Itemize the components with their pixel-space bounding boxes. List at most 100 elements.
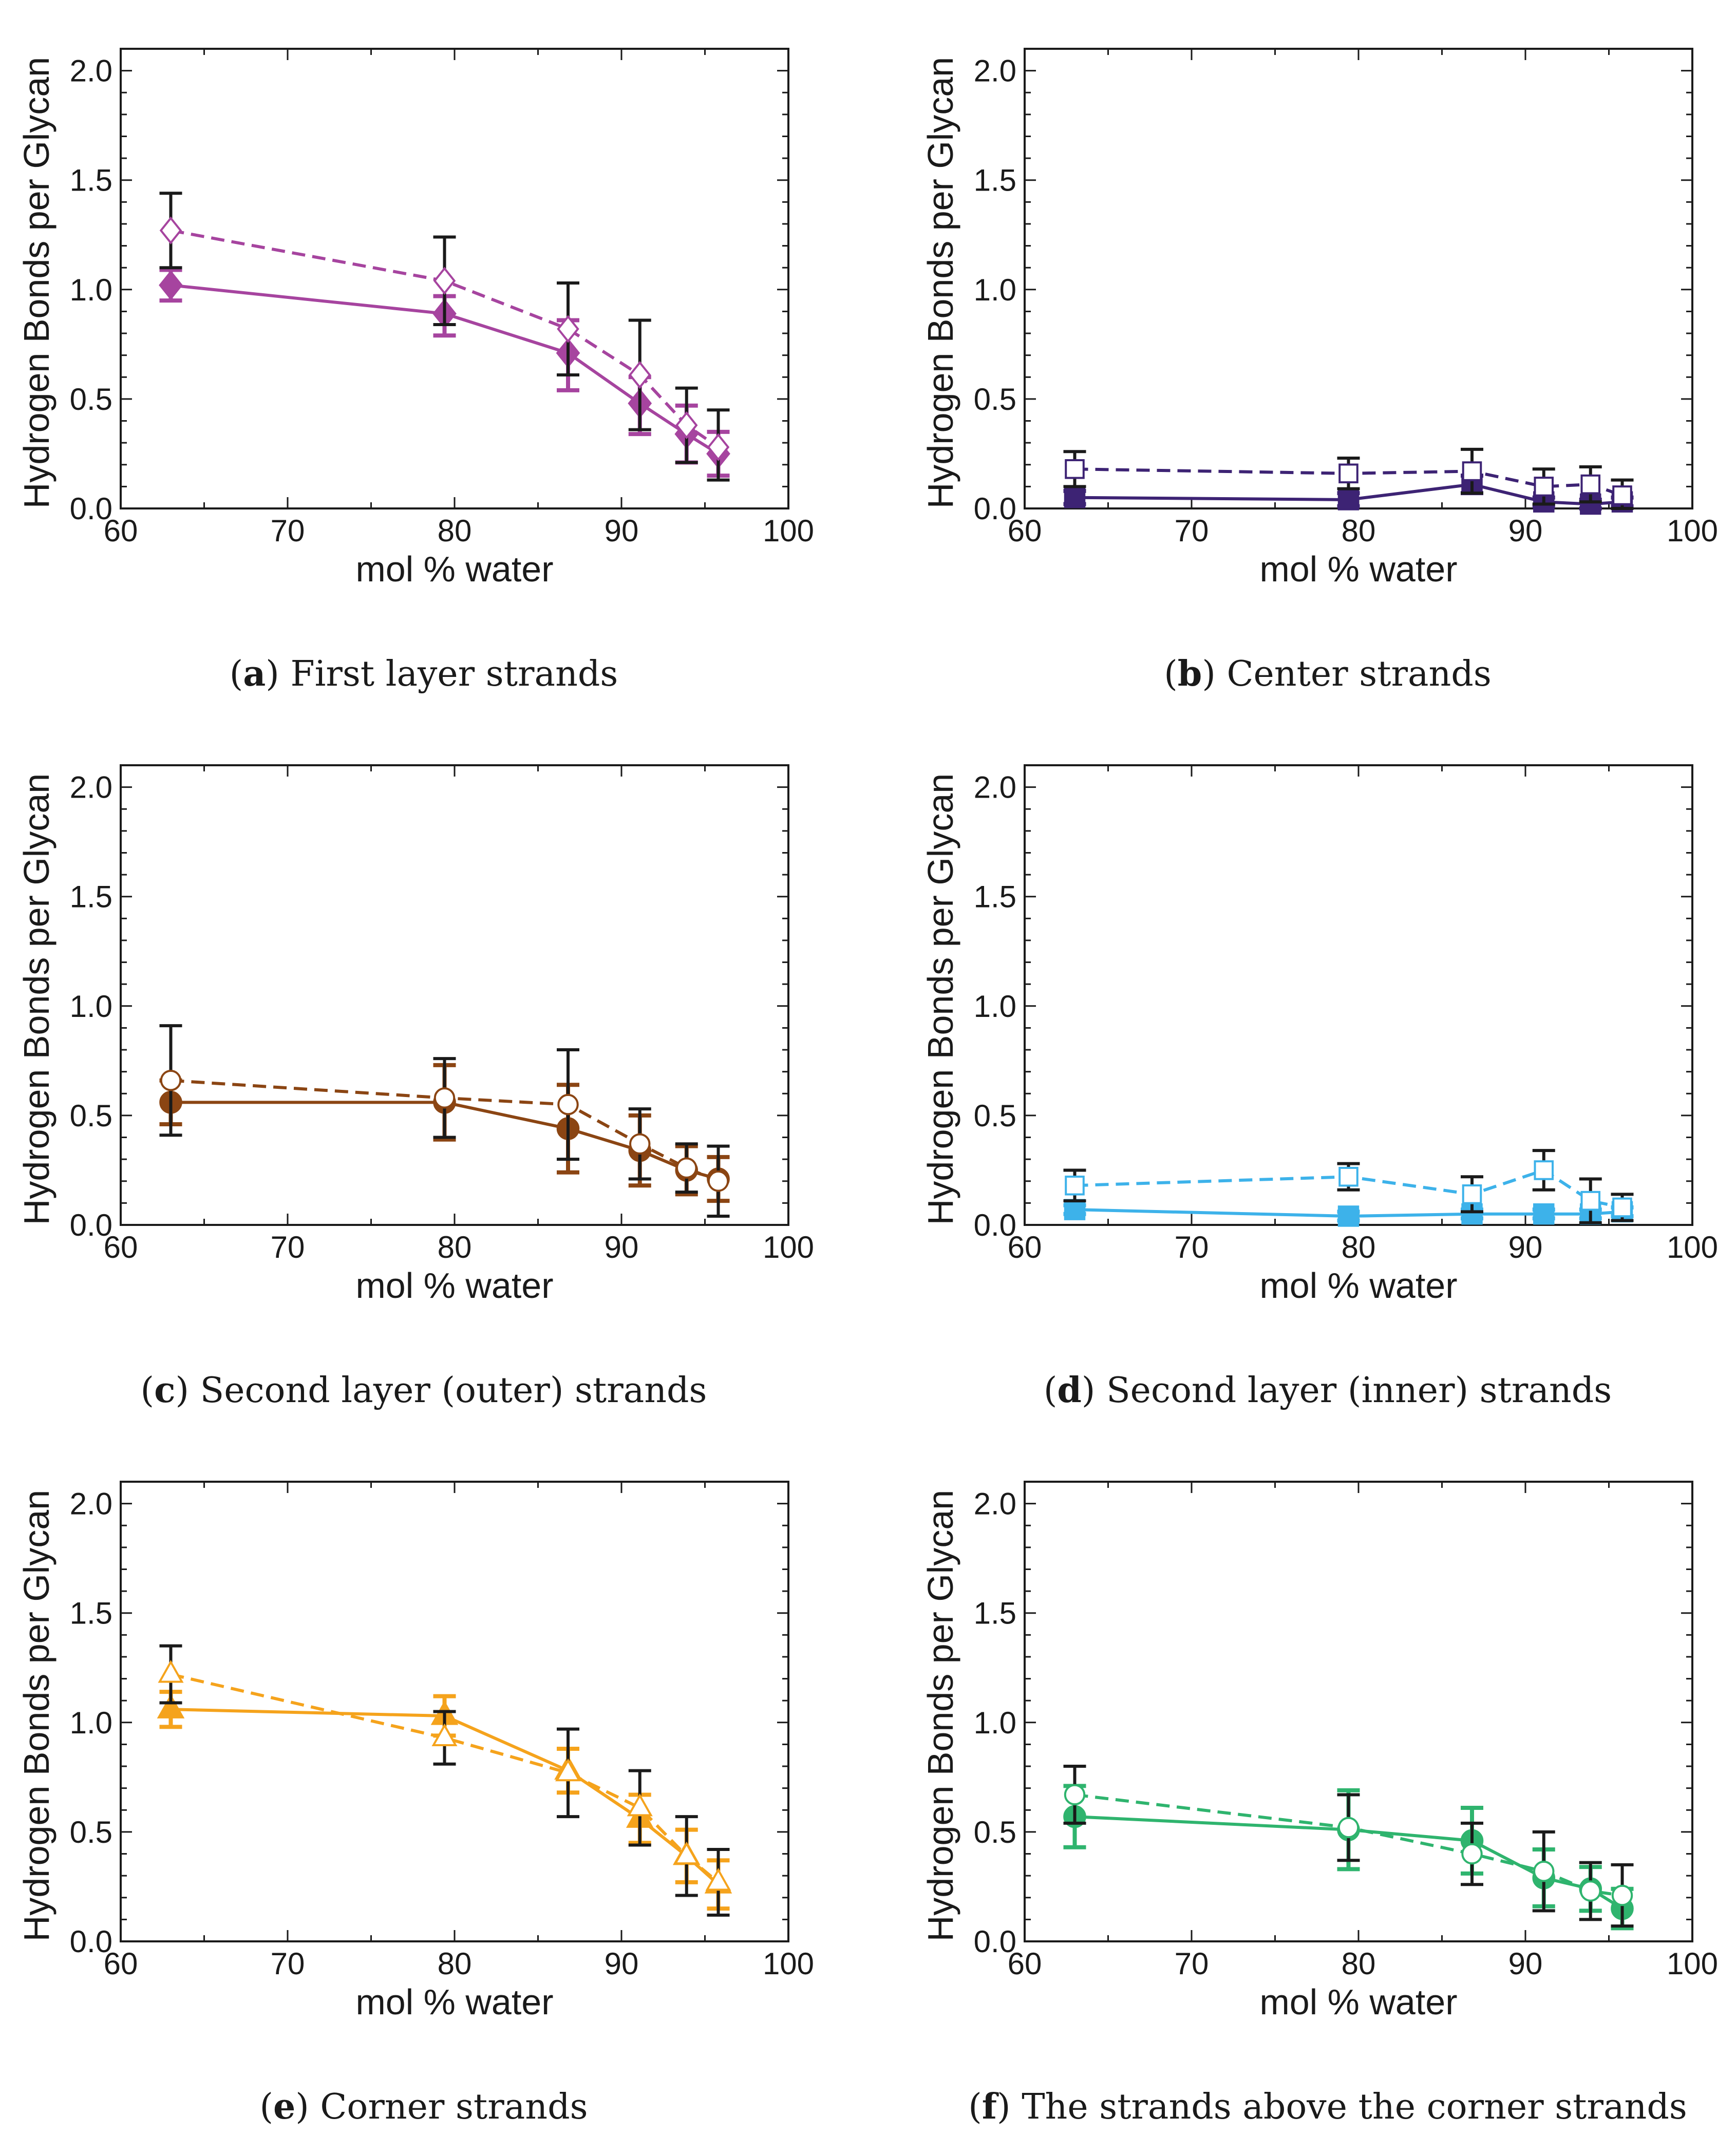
chart-panel-f: 0.0 0.5 1.0 1.5 2.0 60 70 80 90 100 mol % water Hyd… bbox=[920, 1481, 1718, 2127]
data-point bbox=[629, 1133, 651, 1155]
data-point bbox=[1533, 1203, 1555, 1225]
x-tick-label: 80 bbox=[438, 1230, 472, 1264]
data-point bbox=[157, 1694, 185, 1718]
panel-caption: (c) Second layer (outer) strands bbox=[141, 1370, 707, 1411]
y-tick-label: 2.0 bbox=[70, 1487, 112, 1521]
caption-text: Second layer (inner) strands bbox=[1106, 1370, 1612, 1411]
data-point bbox=[159, 216, 182, 244]
y-axis-title: Hydrogen Bonds per Glycan bbox=[16, 773, 56, 1225]
data-point bbox=[433, 1087, 456, 1109]
panel-caption: (e) Corner strands bbox=[259, 2086, 588, 2127]
caption-text: Second layer (outer) strands bbox=[200, 1370, 707, 1411]
y-tick-label: 2.0 bbox=[974, 54, 1016, 88]
y-tick-label: 1.5 bbox=[974, 880, 1016, 914]
x-tick-label: 70 bbox=[1175, 1947, 1209, 1981]
plot-frame bbox=[1024, 48, 1693, 509]
x-tick-label: 70 bbox=[271, 514, 305, 548]
series-dashed bbox=[159, 1024, 730, 1218]
x-tick-label: 100 bbox=[763, 1947, 814, 1981]
chart-panel-e: 0.0 0.5 1.0 1.5 2.0 60 70 80 90 100 mol % water Hyd… bbox=[16, 1481, 814, 2127]
series-dashed bbox=[1063, 1149, 1634, 1224]
caption-text: First layer strands bbox=[290, 654, 618, 694]
data-point bbox=[707, 433, 730, 461]
data-point bbox=[1337, 489, 1360, 511]
data-point bbox=[555, 1758, 581, 1782]
panel-caption: (d) Second layer (inner) strands bbox=[1044, 1370, 1612, 1411]
caption-text: Corner strands bbox=[320, 2087, 588, 2127]
x-tick-label: 80 bbox=[438, 1947, 472, 1981]
data-point bbox=[158, 1659, 184, 1683]
x-tick-label: 100 bbox=[1667, 1947, 1718, 1981]
y-tick-label: 0.5 bbox=[974, 382, 1016, 417]
x-axis-title: mol % water bbox=[1259, 549, 1457, 589]
x-tick-label: 80 bbox=[1342, 1947, 1376, 1981]
caption-letter: b bbox=[1178, 653, 1202, 694]
data-point bbox=[705, 1867, 731, 1891]
data-point bbox=[1338, 463, 1358, 484]
data-point bbox=[1612, 1197, 1632, 1218]
series-line bbox=[170, 229, 720, 449]
caption-paren-close: ) bbox=[295, 2087, 320, 2127]
x-tick-label: 70 bbox=[271, 1230, 305, 1264]
data-point bbox=[1611, 1884, 1633, 1906]
x-tick-label: 70 bbox=[1175, 514, 1209, 548]
caption-paren-open: ( bbox=[230, 654, 243, 694]
y-axis-title: Hydrogen Bonds per Glycan bbox=[920, 773, 960, 1225]
x-tick-label: 90 bbox=[605, 1230, 639, 1264]
data-point bbox=[627, 1793, 653, 1817]
x-axis-title: mol % water bbox=[355, 1982, 553, 2022]
y-tick-label: 2.0 bbox=[974, 770, 1016, 805]
data-point bbox=[160, 1069, 182, 1091]
y-tick-label: 0.5 bbox=[974, 1815, 1016, 1849]
y-axis-title: Hydrogen Bonds per Glycan bbox=[920, 1490, 960, 1941]
y-tick-label: 1.5 bbox=[974, 163, 1016, 198]
data-point bbox=[1461, 1843, 1483, 1865]
y-tick-label: 0.0 bbox=[70, 492, 112, 526]
caption-letter: f bbox=[982, 2086, 999, 2127]
y-tick-label: 0.5 bbox=[974, 1099, 1016, 1133]
y-tick-label: 0.5 bbox=[70, 382, 112, 417]
caption-paren-open: ( bbox=[1164, 654, 1178, 694]
y-tick-label: 0.5 bbox=[70, 1815, 112, 1849]
data-point bbox=[1064, 1784, 1086, 1806]
caption-paren-open: ( bbox=[1044, 1370, 1058, 1411]
y-tick-label: 0.0 bbox=[974, 1208, 1016, 1242]
y-tick-label: 1.5 bbox=[974, 1596, 1016, 1631]
data-point bbox=[675, 411, 698, 440]
data-point bbox=[557, 315, 579, 343]
data-point bbox=[1580, 1880, 1601, 1902]
caption-paren-close: ) bbox=[1202, 654, 1226, 694]
data-point bbox=[1337, 1205, 1360, 1227]
data-point bbox=[628, 361, 651, 389]
data-point bbox=[159, 270, 183, 300]
data-point bbox=[1462, 461, 1482, 481]
x-tick-label: 60 bbox=[1008, 514, 1042, 548]
y-tick-label: 1.5 bbox=[70, 163, 112, 198]
series-dashed bbox=[1063, 447, 1634, 510]
series-dashed bbox=[159, 192, 730, 482]
caption-letter: c bbox=[154, 1370, 175, 1411]
caption-paren-open: ( bbox=[259, 2087, 273, 2127]
caption-paren-close: ) bbox=[997, 2087, 1022, 2127]
x-tick-label: 60 bbox=[104, 1230, 138, 1264]
caption-paren-close: ) bbox=[1082, 1370, 1106, 1411]
x-tick-label: 80 bbox=[438, 514, 472, 548]
data-point bbox=[676, 1157, 697, 1179]
x-axis-title: mol % water bbox=[355, 549, 553, 589]
panel-caption: (a) First layer strands bbox=[230, 653, 618, 694]
x-axis-title: mol % water bbox=[355, 1265, 553, 1306]
y-tick-label: 0.0 bbox=[974, 492, 1016, 526]
y-tick-label: 2.0 bbox=[70, 54, 112, 88]
data-point bbox=[707, 1170, 729, 1192]
series-dashed bbox=[1063, 1765, 1634, 1928]
data-point bbox=[1534, 1160, 1554, 1180]
data-point bbox=[1065, 459, 1085, 479]
x-tick-label: 90 bbox=[1508, 514, 1543, 548]
data-point bbox=[431, 1723, 458, 1747]
chart-panel-d: 0.0 0.5 1.0 1.5 2.0 60 70 80 90 100 mol % water Hyd… bbox=[920, 764, 1718, 1411]
y-tick-label: 1.0 bbox=[974, 273, 1016, 307]
y-tick-label: 0.0 bbox=[974, 1924, 1016, 1959]
x-tick-label: 90 bbox=[605, 1947, 639, 1981]
x-tick-label: 90 bbox=[1508, 1230, 1543, 1264]
